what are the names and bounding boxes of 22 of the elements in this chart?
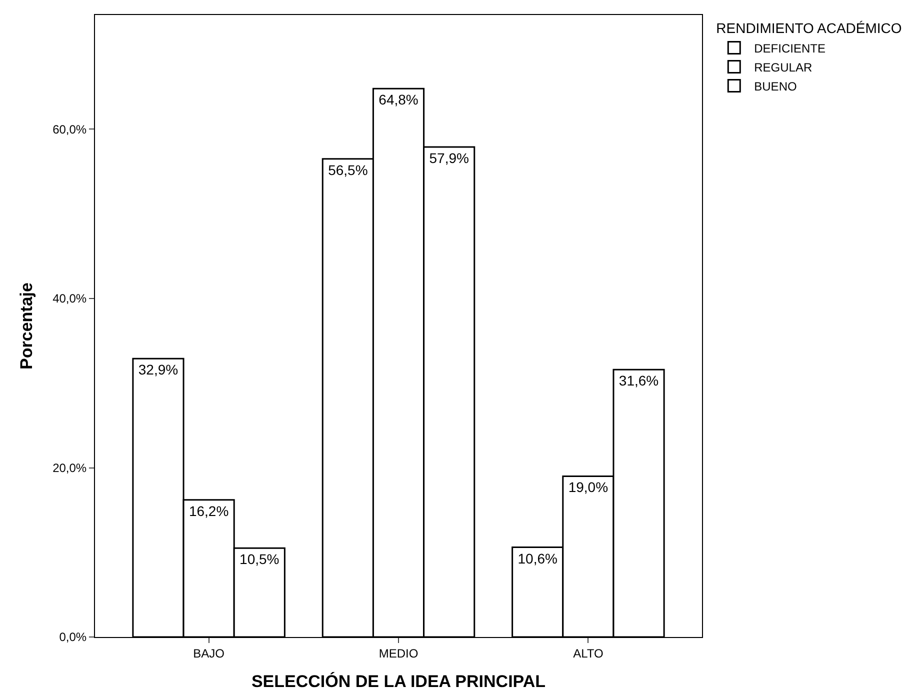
data-label: 32,9% xyxy=(138,362,178,378)
x-tick-label: ALTO xyxy=(573,646,604,660)
legend-label: DEFICIENTE xyxy=(754,41,826,56)
data-label: 64,8% xyxy=(378,92,418,108)
y-tick-label: 20,0% xyxy=(52,460,87,475)
data-label: 31,6% xyxy=(618,372,659,389)
x-axis-title: SELECCIÓN DE LA IDEA PRINCIPAL xyxy=(251,670,546,691)
data-label: 16,2% xyxy=(188,502,229,519)
y-axis-title: Porcentaje xyxy=(17,282,36,370)
data-label: 57,9% xyxy=(429,150,469,166)
legend-label: BUENO xyxy=(754,79,797,94)
x-tick-label: BAJO xyxy=(193,646,224,660)
y-tick-label: 40,0% xyxy=(52,292,87,306)
legend-label: REGULAR xyxy=(754,60,812,74)
legend-title: RENDIMIENTO ACADÉMICO xyxy=(716,20,902,36)
data-label: 10,6% xyxy=(518,550,558,566)
y-tick-label: 0,0% xyxy=(59,630,87,644)
x-tick-label: MEDIO xyxy=(378,646,418,660)
data-label: 56,5% xyxy=(328,162,368,178)
data-label: 19,0% xyxy=(568,479,608,496)
data-label: 10,5% xyxy=(240,551,280,568)
y-tick-label: 60,0% xyxy=(52,122,87,136)
